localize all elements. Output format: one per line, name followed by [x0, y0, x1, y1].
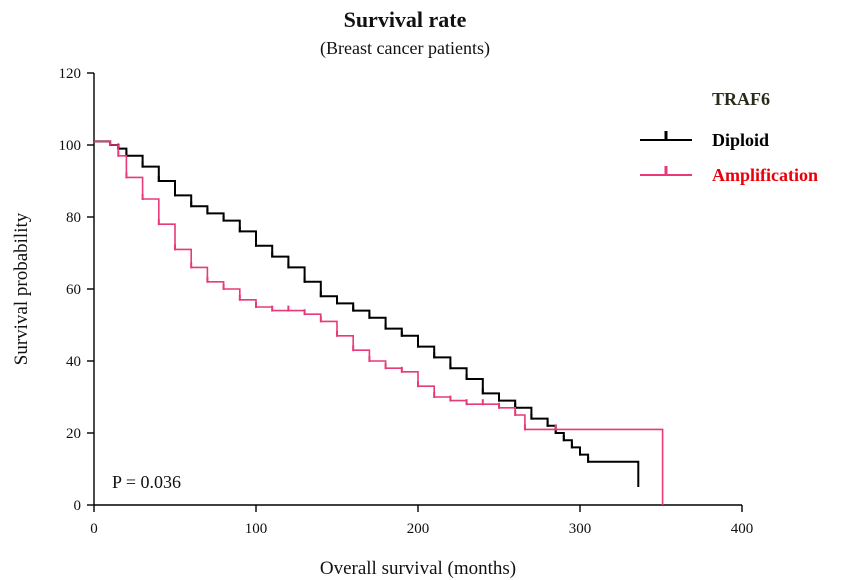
legend-label: Amplification: [712, 165, 818, 185]
x-tick-label: 100: [245, 521, 268, 537]
p-value-annotation: P = 0.036: [112, 472, 181, 492]
y-axis-label: Survival probability: [11, 212, 32, 365]
legend-title: TRAF6: [712, 89, 770, 109]
x-tick-label: 300: [569, 521, 592, 537]
y-tick-label: 20: [66, 426, 81, 442]
y-tick-label: 80: [66, 210, 81, 226]
chart-title: Survival rate: [344, 7, 467, 32]
y-axis-ticks: 0 20 40 60 80 100 120: [59, 66, 94, 514]
x-tick-label: 0: [90, 521, 98, 537]
y-tick-label: 60: [66, 282, 81, 298]
x-axis-ticks: 0 100 200 300 400: [90, 505, 753, 537]
x-tick-label: 400: [731, 521, 754, 537]
chart-subtitle: (Breast cancer patients): [320, 38, 490, 59]
y-tick-label: 100: [59, 138, 82, 154]
series-layer: [94, 140, 664, 505]
legend: TRAF6 Diploid Amplification: [640, 89, 818, 185]
y-tick-label: 40: [66, 354, 81, 370]
x-tick-label: 200: [407, 521, 430, 537]
y-tick-label: 120: [59, 66, 82, 82]
x-axis-label: Overall survival (months): [320, 558, 516, 579]
legend-items: Diploid Amplification: [640, 130, 818, 185]
legend-label: Diploid: [712, 130, 769, 150]
y-tick-label: 0: [74, 498, 82, 514]
